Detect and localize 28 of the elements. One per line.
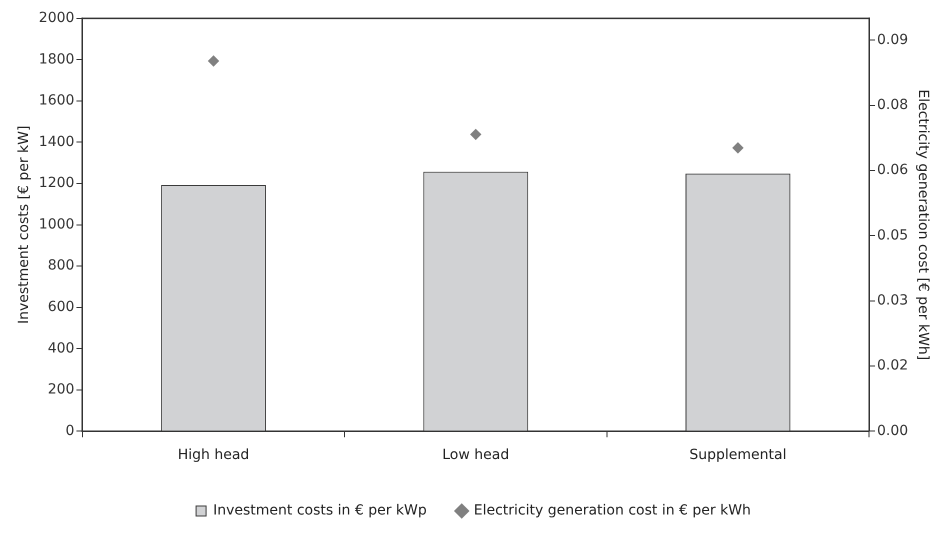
y-tick-label: 800 (48, 258, 74, 274)
y2-tick-label: 0.03 (877, 292, 908, 308)
y2-tick-label: 0.06 (877, 162, 908, 178)
y-tick-label: 1200 (38, 175, 74, 192)
y-tick-label: 600 (48, 299, 74, 315)
point (470, 128, 482, 140)
y-tick-label: 1000 (38, 216, 74, 232)
x-tick-label: High head (178, 447, 250, 464)
legend-label: Investment costs in € per kWp (213, 502, 427, 519)
y-tick-label: 200 (48, 382, 74, 398)
y2-tick-label: 0.09 (877, 32, 908, 48)
point (208, 55, 220, 66)
y-tick-label: 1400 (38, 134, 74, 150)
x-tick-label: Supplemental (689, 447, 786, 464)
y2-tick-label: 0.02 (877, 358, 908, 374)
y-axis-title: Investment costs [€ per kW] (16, 126, 32, 324)
y-tick-label: 1600 (38, 92, 74, 109)
y2-tick-label: 0.08 (877, 96, 908, 113)
y2-axis-title: Electricity generation cost [€ per kWh] (914, 89, 931, 360)
point (732, 142, 744, 154)
legend-label: Electricity generation cost in € per kWh (474, 502, 751, 519)
y2-tick-label: 0.05 (877, 227, 908, 244)
y-tick-label: 0 (66, 422, 74, 439)
y-tick-label: 2000 (38, 10, 74, 26)
x-tick-label: Low head (442, 447, 510, 464)
y-tick-label: 400 (48, 340, 74, 356)
y-tick-label: 1800 (38, 51, 74, 68)
y2-tick-label: 0.00 (877, 422, 908, 439)
